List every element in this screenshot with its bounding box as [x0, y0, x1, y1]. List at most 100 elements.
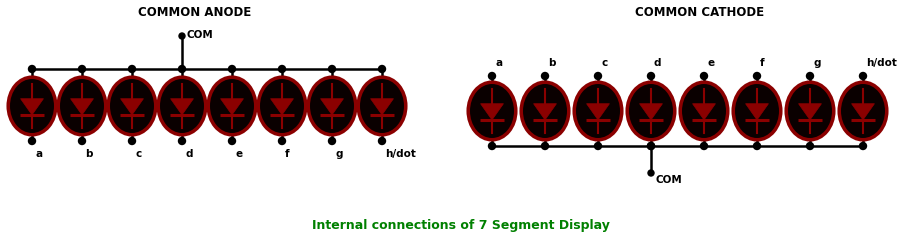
Text: g: g	[335, 149, 342, 159]
Circle shape	[595, 142, 601, 149]
Circle shape	[29, 66, 36, 73]
Ellipse shape	[310, 79, 354, 133]
Ellipse shape	[158, 76, 207, 135]
Text: COMMON ANODE: COMMON ANODE	[138, 7, 252, 20]
Circle shape	[859, 142, 867, 149]
Ellipse shape	[732, 81, 782, 141]
Circle shape	[701, 142, 707, 149]
Polygon shape	[20, 99, 43, 115]
Polygon shape	[640, 104, 662, 120]
Polygon shape	[171, 99, 194, 115]
Ellipse shape	[786, 81, 834, 141]
Circle shape	[179, 33, 185, 39]
Circle shape	[647, 142, 655, 149]
Ellipse shape	[470, 84, 514, 138]
Ellipse shape	[358, 76, 407, 135]
Text: f: f	[760, 58, 764, 68]
Polygon shape	[270, 99, 293, 115]
Ellipse shape	[680, 81, 728, 141]
Circle shape	[179, 66, 185, 73]
Circle shape	[278, 138, 286, 145]
Circle shape	[807, 142, 813, 149]
Circle shape	[753, 142, 761, 149]
Text: f: f	[285, 149, 290, 159]
Ellipse shape	[210, 79, 254, 133]
Circle shape	[328, 138, 336, 145]
Polygon shape	[220, 99, 243, 115]
Polygon shape	[480, 104, 503, 120]
Text: d: d	[654, 58, 661, 68]
Polygon shape	[586, 104, 609, 120]
Ellipse shape	[838, 81, 888, 141]
Ellipse shape	[360, 79, 404, 133]
Ellipse shape	[7, 76, 56, 135]
Text: COM: COM	[655, 175, 681, 185]
Circle shape	[647, 142, 655, 149]
Circle shape	[128, 138, 136, 145]
Ellipse shape	[841, 84, 885, 138]
Ellipse shape	[627, 81, 676, 141]
Circle shape	[379, 66, 385, 73]
Circle shape	[229, 66, 235, 73]
Text: COMMON CATHODE: COMMON CATHODE	[635, 7, 764, 20]
Text: COM: COM	[186, 30, 213, 40]
Ellipse shape	[308, 76, 357, 135]
Ellipse shape	[788, 84, 832, 138]
Polygon shape	[692, 104, 715, 120]
Circle shape	[278, 66, 286, 73]
Circle shape	[701, 73, 707, 80]
Ellipse shape	[207, 76, 256, 135]
Text: b: b	[548, 58, 555, 68]
Circle shape	[128, 66, 136, 73]
Circle shape	[379, 138, 385, 145]
Polygon shape	[371, 99, 394, 115]
Circle shape	[647, 73, 655, 80]
Text: Internal connections of 7 Segment Display: Internal connections of 7 Segment Displa…	[312, 220, 610, 233]
Circle shape	[328, 66, 336, 73]
Ellipse shape	[467, 81, 516, 141]
Circle shape	[595, 73, 601, 80]
Ellipse shape	[521, 81, 570, 141]
Circle shape	[541, 142, 549, 149]
Text: d: d	[185, 149, 193, 159]
Circle shape	[489, 73, 495, 80]
Polygon shape	[746, 104, 768, 120]
Polygon shape	[71, 99, 93, 115]
Text: e: e	[707, 58, 715, 68]
Ellipse shape	[682, 84, 726, 138]
Ellipse shape	[60, 79, 104, 133]
Circle shape	[78, 138, 86, 145]
Circle shape	[859, 73, 867, 80]
Polygon shape	[852, 104, 874, 120]
Ellipse shape	[735, 84, 779, 138]
Ellipse shape	[260, 79, 304, 133]
Text: e: e	[235, 149, 242, 159]
Ellipse shape	[257, 76, 306, 135]
Text: h/dot: h/dot	[385, 149, 416, 159]
Ellipse shape	[108, 76, 157, 135]
Circle shape	[753, 73, 761, 80]
Circle shape	[541, 73, 549, 80]
Circle shape	[229, 138, 235, 145]
Text: g: g	[813, 58, 821, 68]
Circle shape	[78, 66, 86, 73]
Text: c: c	[135, 149, 141, 159]
Text: a: a	[35, 149, 42, 159]
Ellipse shape	[573, 81, 622, 141]
Polygon shape	[321, 99, 343, 115]
Ellipse shape	[523, 84, 567, 138]
Polygon shape	[534, 104, 557, 120]
Ellipse shape	[10, 79, 54, 133]
Polygon shape	[121, 99, 144, 115]
Circle shape	[648, 170, 654, 176]
Polygon shape	[798, 104, 822, 120]
Circle shape	[29, 138, 36, 145]
Ellipse shape	[110, 79, 154, 133]
Text: h/dot: h/dot	[866, 58, 897, 68]
Circle shape	[807, 73, 813, 80]
Ellipse shape	[629, 84, 673, 138]
Ellipse shape	[576, 84, 620, 138]
Text: b: b	[85, 149, 92, 159]
Text: c: c	[601, 58, 608, 68]
Circle shape	[489, 142, 495, 149]
